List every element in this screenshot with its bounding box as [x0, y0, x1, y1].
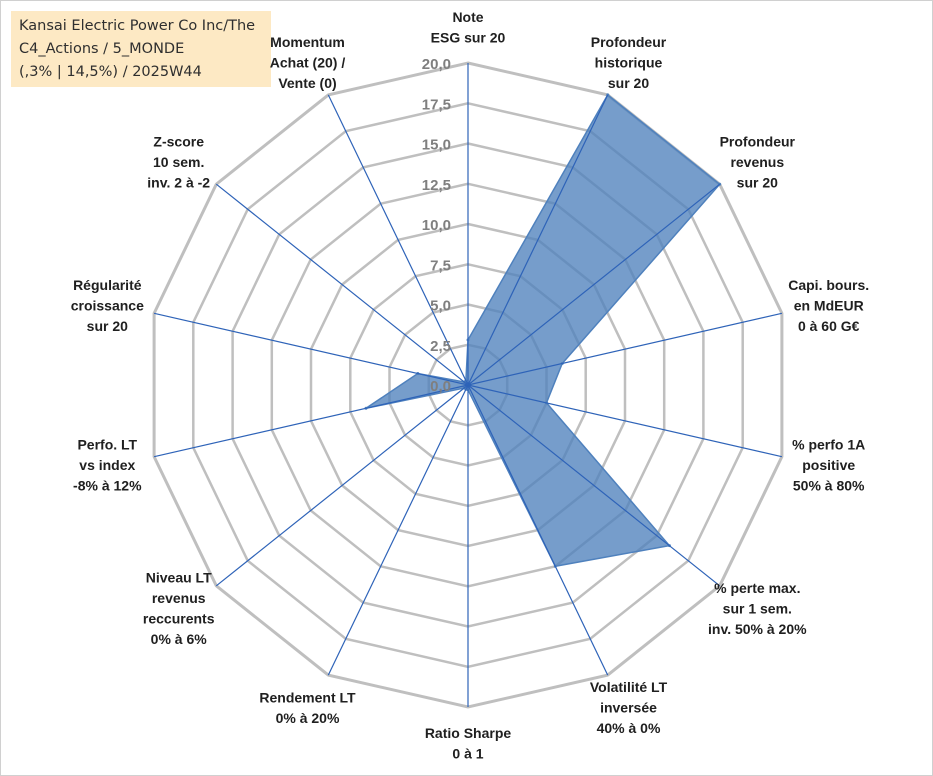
axis-label-line: 0% à 20%	[276, 710, 340, 726]
axis-label-line: sur 20	[737, 174, 778, 190]
axis-label: Note ESG sur 20	[431, 9, 506, 46]
axis-label-line: Z-score	[153, 133, 204, 149]
spoke-line	[467, 384, 721, 587]
axis-label: % perte max. sur 1 sem. inv. 50% à 20%	[708, 580, 807, 637]
axis-label-line: sur 20	[608, 75, 649, 91]
tick-label: 12,5	[422, 177, 451, 194]
axis-label-line: inversée	[600, 700, 657, 716]
spoke-line	[467, 94, 609, 386]
title-line-1: Kansai Electric Power Co Inc/The	[19, 18, 256, 34]
axis-label-line: Profondeur	[720, 133, 796, 149]
spoke-line	[153, 384, 469, 458]
axis-label-line: Régularité	[73, 277, 142, 293]
axis-label-line: Volatilité LT	[590, 679, 668, 695]
axis-label: Capi. bours. en MdEUR 0 à 60 G€	[788, 277, 869, 334]
tick-label: 2,5	[430, 338, 451, 355]
tick-label: 15,0	[422, 137, 451, 154]
axis-label: Volatilité LT inversée 40% à 0%	[590, 679, 668, 736]
axis-label-line: vs index	[79, 457, 135, 473]
axis-label-line: sur 1 sem.	[723, 600, 792, 616]
axis-labels: Note ESG sur 20 Profondeur historique sur 20…	[71, 9, 869, 762]
axis-label-line: en MdEUR	[794, 298, 864, 314]
title-line-3: (,3% | 14,5%) / 2025W44	[19, 64, 202, 80]
axis-label-line: inv. 2 à -2	[147, 174, 210, 190]
spoke-line	[467, 384, 609, 676]
axis-label-line: 40% à 0%	[597, 720, 661, 736]
axis-label-line: -8% à 12%	[73, 477, 142, 493]
radar-series	[364, 93, 722, 568]
axis-label-line: Vente (0)	[278, 75, 336, 91]
axis-label-line: positive	[802, 457, 855, 473]
axis-label-line: Rendement LT	[259, 689, 356, 705]
spoke-line	[467, 384, 783, 458]
axis-label-line: 0 à 1	[452, 745, 483, 761]
spoke-line	[153, 312, 469, 386]
axis-label-line: inv. 50% à 20%	[708, 621, 807, 637]
axis-label-line: % perfo 1A	[792, 436, 865, 452]
spoke-line	[327, 94, 469, 386]
axis-label-line: ESG sur 20	[431, 29, 506, 45]
tick-label: 20,0	[422, 56, 451, 73]
axis-label: % perfo 1A positive 50% à 80%	[792, 436, 865, 493]
title-line-2: C4_Actions / 5_MONDE	[19, 41, 185, 57]
axis-label-line: % perte max.	[714, 580, 800, 596]
axis-label-line: Profondeur	[591, 34, 667, 50]
axis-label: Ratio Sharpe 0 à 1	[425, 725, 512, 762]
axis-label-line: Capi. bours.	[788, 277, 869, 293]
axis-label: Perfo. LT vs index -8% à 12%	[73, 436, 142, 493]
axis-label-line: reccurents	[143, 611, 215, 627]
axis-label-line: croissance	[71, 298, 144, 314]
axis-label-line: 10 sem.	[153, 154, 204, 170]
spoke-line	[215, 183, 469, 386]
spoke-line	[327, 384, 469, 676]
axis-label: Rendement LT 0% à 20%	[259, 689, 356, 726]
axis-label-line: Niveau LT	[146, 570, 212, 586]
axis-label: Profondeur historique sur 20	[591, 34, 667, 91]
spoke-line	[467, 183, 721, 386]
axis-label-line: revenus	[152, 590, 206, 606]
radar-spokes	[153, 63, 783, 707]
axis-label-line: Achat (20) /	[270, 55, 346, 71]
axis-label-line: 0 à 60 G€	[798, 318, 860, 334]
tick-label: 0,0	[430, 378, 451, 395]
axis-label: Profondeur revenus sur 20	[720, 133, 796, 190]
axis-label-line: revenus	[730, 154, 784, 170]
spoke-line	[467, 312, 783, 386]
tick-label: 17,5	[422, 96, 451, 113]
axis-label: Momentum Achat (20) / Vente (0)	[270, 34, 346, 91]
tick-label: 7,5	[430, 257, 451, 274]
axis-label-line: Perfo. LT	[77, 436, 137, 452]
axis-label-line: Ratio Sharpe	[425, 725, 512, 741]
axis-label-line: sur 20	[87, 318, 128, 334]
axis-label: Z-score 10 sem. inv. 2 à -2	[147, 133, 210, 190]
axis-label-line: 50% à 80%	[793, 477, 865, 493]
axis-label: Niveau LT revenus reccurents 0% à 6%	[143, 570, 215, 648]
tick-label: 10,0	[422, 217, 451, 234]
chart-title-box: Kansai Electric Power Co Inc/The C4_Acti…	[11, 11, 271, 87]
axis-label-line: Note	[452, 9, 483, 25]
axis-label-line: historique	[595, 55, 663, 71]
axis-label-line: Momentum	[270, 34, 345, 50]
axis-label-line: 0% à 6%	[151, 631, 208, 647]
tick-label: 5,0	[430, 298, 451, 315]
radial-tick-labels: 0,0 2,5 5,0 7,5 10,0 12,5 15,0 17,5 20,0	[422, 56, 451, 395]
axis-label: Régularité croissance sur 20	[71, 277, 144, 334]
spoke-line	[215, 384, 469, 587]
